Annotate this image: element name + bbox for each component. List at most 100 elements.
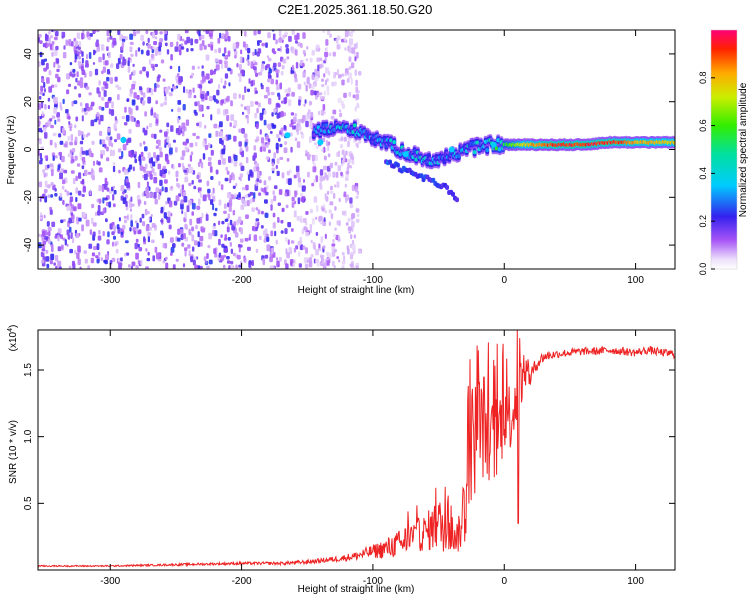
spectrogram-cell — [351, 221, 355, 228]
spectrogram-cell — [145, 224, 150, 232]
spectrogram-cell — [141, 213, 145, 219]
spectrogram-cell — [170, 247, 175, 253]
spectrogram-cell — [117, 30, 121, 36]
spectrogram-cell — [228, 156, 232, 163]
spectrogram-cell — [187, 199, 192, 206]
spectrogram-cell — [239, 162, 243, 167]
spectrogram-cell — [152, 32, 156, 39]
spectrogram-cell — [98, 167, 103, 173]
spectrogram-cell — [471, 141, 475, 146]
spectrogram-cell — [233, 159, 238, 167]
spectrogram-cell — [52, 132, 57, 137]
spectrogram-cell — [214, 207, 218, 212]
spectrogram-cell — [269, 256, 273, 263]
spectrogram-cell — [221, 63, 224, 69]
spectrogram-cell — [159, 146, 162, 152]
spectrogram-cell — [150, 46, 153, 50]
spectrogram-cell — [78, 217, 82, 222]
spectrogram-cell — [148, 123, 153, 128]
spectrogram-cell — [169, 65, 173, 70]
spectrogram-cell — [79, 77, 84, 82]
spectrogram-cell — [100, 44, 105, 51]
spectrogram-cell — [173, 200, 178, 206]
spectrogram-cell — [201, 212, 204, 219]
spectrogram-cell — [329, 162, 334, 169]
spectrogram-cell — [263, 180, 267, 186]
spectrogram-cell — [252, 51, 255, 56]
spectrogram-x-tick-label: -300 — [100, 275, 120, 286]
spectrogram-cell — [54, 84, 58, 88]
spectrogram-cell — [236, 63, 239, 68]
spectrogram-cell — [60, 219, 64, 224]
spectrogram-cell — [78, 172, 82, 179]
spectrogram-cell — [178, 163, 181, 168]
spectrogram-cell — [49, 43, 52, 50]
spectrogram-cell — [214, 48, 218, 54]
spectrogram-cell — [226, 260, 231, 264]
spectrogram-cell — [151, 168, 155, 174]
spectrogram-cell — [56, 68, 60, 73]
spectrogram-cell — [159, 151, 163, 158]
spectrogram-cell — [293, 210, 297, 218]
spectrogram-cell — [267, 123, 272, 130]
spectrogram-cell — [224, 177, 229, 182]
spectrogram-cell — [202, 113, 205, 118]
spectrogram-cell — [57, 228, 62, 234]
spectrogram-cell — [297, 125, 302, 131]
spectrogram-cell — [66, 191, 70, 196]
spectrogram-cell — [285, 48, 290, 54]
spectrogram-cell — [114, 242, 118, 247]
spectrogram-cell — [294, 40, 298, 44]
spectrogram-cell — [184, 251, 187, 257]
spectrogram-cell — [134, 242, 138, 250]
spectrogram-cell — [201, 161, 204, 169]
spectrogram-cell — [300, 197, 305, 202]
spectrogram-cell — [350, 263, 354, 268]
spectrogram-cell — [130, 203, 135, 207]
spectrogram-cell — [104, 143, 107, 149]
snr-x-tick-label: 100 — [627, 576, 644, 587]
spectrogram-cell — [111, 101, 114, 109]
spectrogram-cell — [131, 84, 136, 90]
spectrogram-cell — [81, 156, 86, 162]
spectrogram-cell — [73, 206, 77, 212]
spectrogram-cell — [196, 205, 201, 210]
spectrogram-cell — [146, 210, 150, 215]
spectrogram-cell — [334, 227, 337, 231]
spectrogram-cell — [99, 139, 102, 145]
spectrogram-cell — [220, 234, 223, 238]
spectrogram-cell — [315, 145, 319, 150]
spectrogram-cell — [153, 87, 157, 93]
spectrogram-cell — [185, 148, 188, 153]
spectrogram-cell — [116, 133, 121, 140]
spectrogram-cell — [154, 83, 157, 89]
spectrogram-cell — [57, 65, 61, 69]
spectrogram-cell — [347, 137, 352, 141]
spectrogram-cell — [326, 251, 330, 257]
spectrogram-cell — [330, 213, 334, 220]
spectrogram-cell — [252, 225, 255, 232]
spectrogram-cell — [255, 218, 260, 222]
spectrogram-cell — [285, 237, 288, 242]
spectrogram-cell — [187, 163, 191, 168]
spectrogram-cell — [319, 169, 324, 176]
spectrogram-cell — [50, 182, 54, 187]
spectrogram-cell — [344, 73, 348, 77]
spectrogram-cell — [83, 111, 88, 116]
spectrogram-cell — [325, 39, 329, 46]
spectrogram-cell — [227, 67, 231, 72]
spectrogram-cell — [41, 259, 45, 264]
spectrogram-cell — [317, 92, 320, 97]
spectrogram-cell — [154, 36, 158, 40]
spectrogram-cell — [483, 139, 488, 144]
spectrogram-cell — [104, 101, 109, 108]
spectrogram-cell — [323, 73, 326, 78]
spectrogram-cell — [117, 258, 121, 262]
spectrogram-cell — [256, 51, 260, 57]
spectrogram-cell — [47, 239, 51, 244]
spectrogram-cell — [38, 127, 42, 133]
spectrogram-cell — [210, 176, 214, 180]
spectrogram-cell — [208, 232, 212, 240]
spectrogram-cell — [305, 58, 308, 62]
spectrogram-cell — [156, 76, 160, 82]
